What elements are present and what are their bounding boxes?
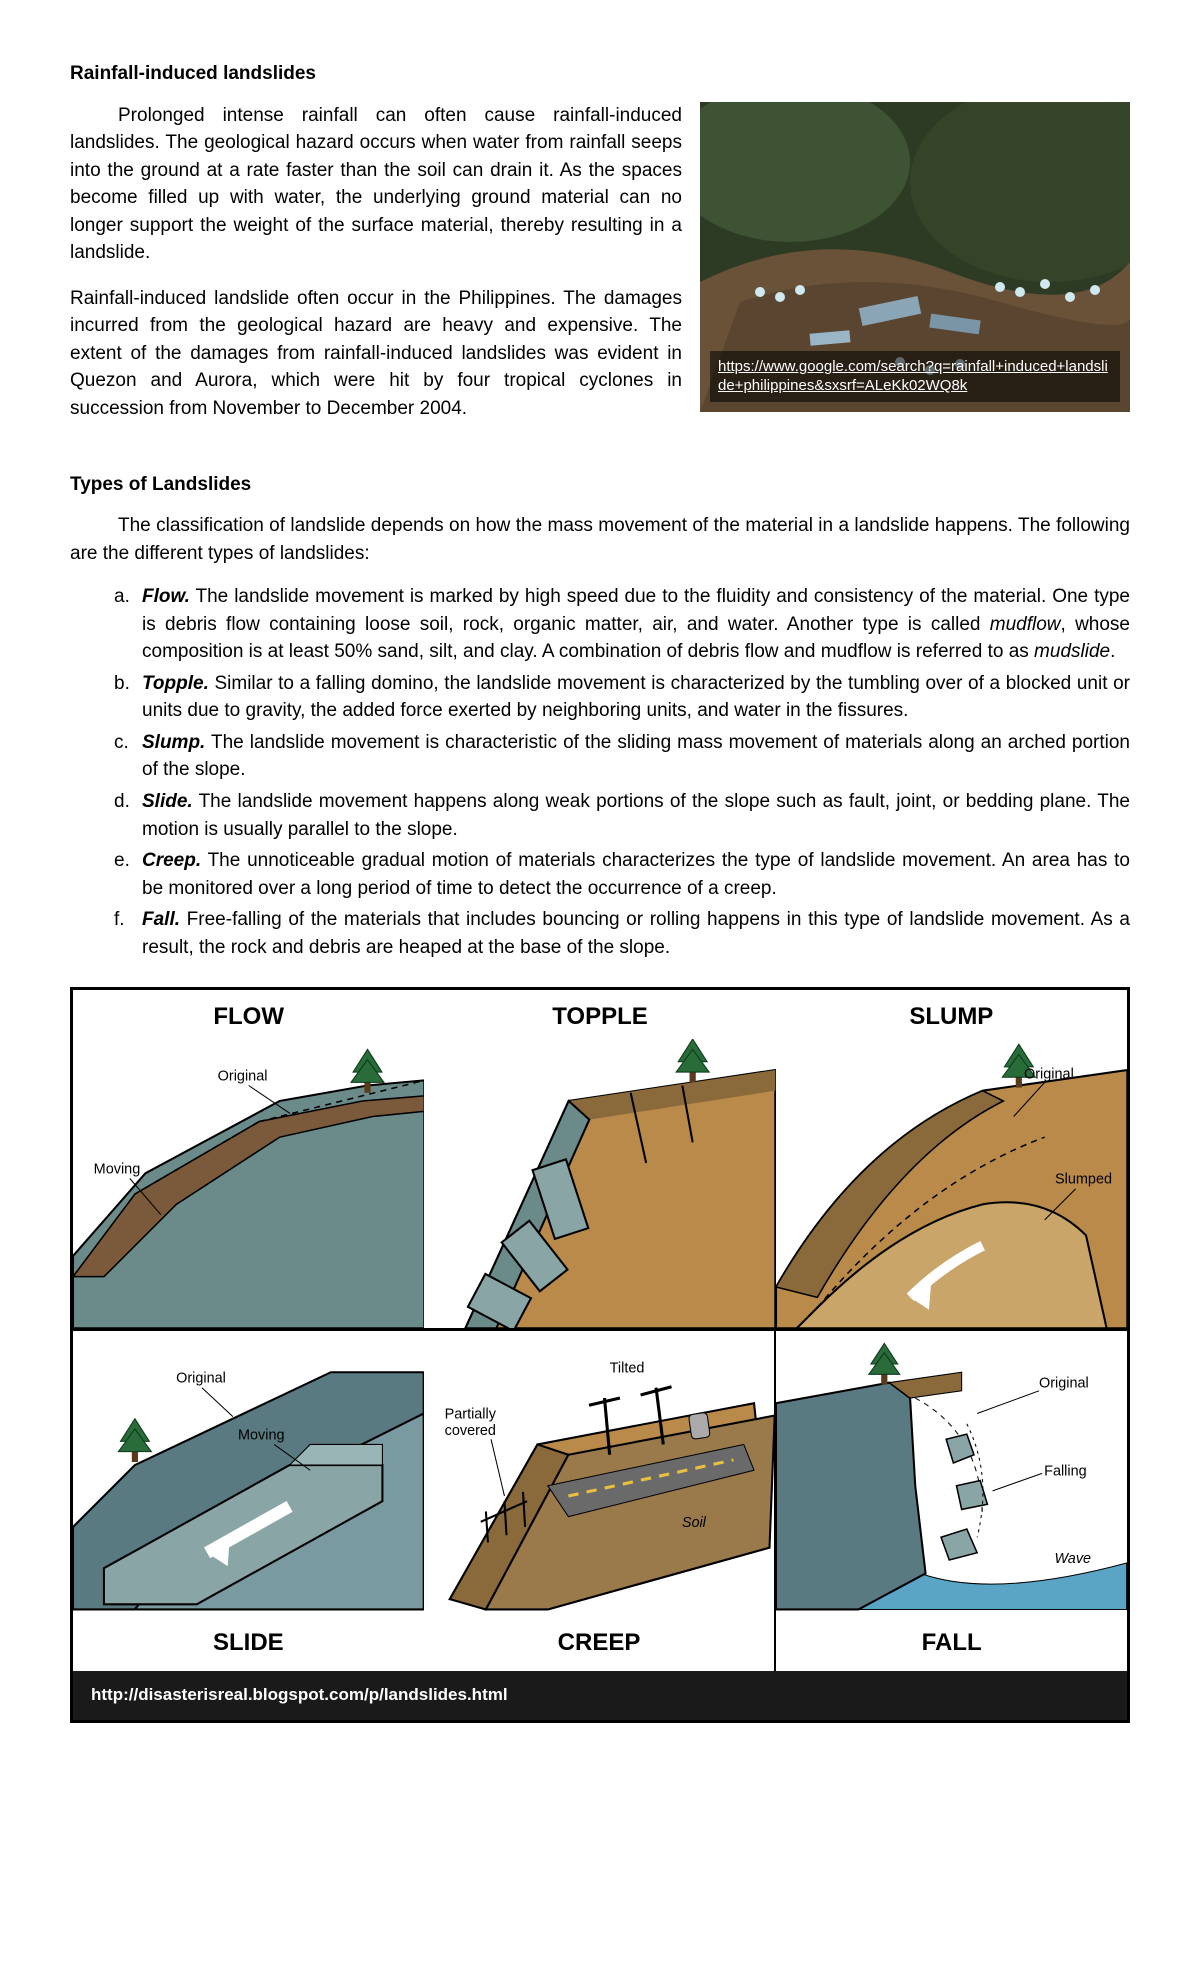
cell-creep: Soil Tilted Partiallycov <box>424 1331 775 1671</box>
body: Free-falling of the materials that inclu… <box>142 909 1130 958</box>
photo-caption-link[interactable]: https://www.google.com/search?q=rainfall… <box>710 351 1120 402</box>
cell-slump: SLUMP Original Slumped <box>776 990 1127 1328</box>
body: The landslide movement is characteristic… <box>142 732 1130 781</box>
list-item: a. Flow. The landslide movement is marke… <box>114 583 1130 666</box>
marker: b. <box>114 670 130 698</box>
landslide-photo: https://www.google.com/search?q=rainfall… <box>700 102 1130 412</box>
cell-fall: Wave Original <box>774 1331 1127 1671</box>
body: The landslide movement happens along wea… <box>142 791 1130 840</box>
marker: e. <box>114 847 130 875</box>
term: Fall. <box>142 909 180 930</box>
diagram-row-bottom: Original Moving SLIDE Soil <box>73 1331 1127 1671</box>
list-item: c. Slump. The landslide movement is char… <box>114 729 1130 784</box>
intro-row: Prolonged intense rainfall can often cau… <box>70 102 1130 441</box>
cell-title: SLUMP <box>776 990 1127 1039</box>
label: Original <box>218 1068 268 1084</box>
heading-rainfall: Rainfall-induced landslides <box>70 60 1130 88</box>
topple-svg <box>424 1039 775 1328</box>
types-intro: The classification of landslide depends … <box>70 512 1130 567</box>
body: . <box>1110 641 1115 662</box>
label: Original <box>1039 1376 1089 1392</box>
slump-svg: Original Slumped <box>776 1039 1127 1328</box>
label: Slumped <box>1055 1172 1112 1188</box>
list-item: b. Topple. Similar to a falling domino, … <box>114 670 1130 725</box>
term: Flow. <box>142 586 190 607</box>
em: mudslide <box>1034 641 1110 662</box>
term: Slide. <box>142 791 193 812</box>
label: Soil <box>682 1515 707 1531</box>
slide-svg: Original Moving <box>73 1331 424 1620</box>
intro-text: Prolonged intense rainfall can often cau… <box>70 102 682 441</box>
cell-topple: TOPPLE <box>424 990 775 1328</box>
label: Tilted <box>609 1361 644 1377</box>
cell-title: CREEP <box>424 1620 775 1671</box>
diagram-row-top: FLOW Original Moving TOPPLE <box>73 990 1127 1331</box>
marker: a. <box>114 583 130 611</box>
list-item: f. Fall. Free-falling of the materials t… <box>114 906 1130 961</box>
label: Wave <box>1055 1551 1092 1567</box>
fall-svg: Wave Original <box>776 1331 1127 1620</box>
heading-types: Types of Landslides <box>70 471 1130 499</box>
term: Slump. <box>142 732 205 753</box>
cell-title: SLIDE <box>73 1620 424 1671</box>
label: Original <box>176 1371 226 1387</box>
diagram-source-link[interactable]: http://disasterisreal.blogspot.com/p/lan… <box>73 1671 1127 1720</box>
flow-svg: Original Moving <box>73 1039 424 1328</box>
marker: c. <box>114 729 129 757</box>
cell-slide: Original Moving SLIDE <box>73 1331 424 1671</box>
list-item: d. Slide. The landslide movement happens… <box>114 788 1130 843</box>
cell-title: FLOW <box>73 990 424 1039</box>
term: Creep. <box>142 850 201 871</box>
types-list: a. Flow. The landslide movement is marke… <box>70 583 1130 961</box>
label: Falling <box>1045 1464 1087 1480</box>
label: Moving <box>238 1428 285 1444</box>
label: Partiallycovered <box>444 1407 496 1440</box>
label: Original <box>1024 1066 1074 1082</box>
body: The landslide movement is marked by high… <box>142 586 1130 635</box>
body: Similar to a falling domino, the landsli… <box>142 673 1130 722</box>
diagram-frame: FLOW Original Moving TOPPLE <box>70 987 1130 1722</box>
list-item: e. Creep. The unnoticeable gradual motio… <box>114 847 1130 902</box>
marker: f. <box>114 906 125 934</box>
cell-flow: FLOW Original Moving <box>73 990 424 1328</box>
photo-box: https://www.google.com/search?q=rainfall… <box>700 102 1130 441</box>
body: The unnoticeable gradual motion of mater… <box>142 850 1130 899</box>
paragraph-1: Prolonged intense rainfall can often cau… <box>70 102 682 267</box>
cell-title: TOPPLE <box>424 990 775 1039</box>
creep-svg: Soil Tilted Partiallycov <box>424 1331 775 1620</box>
term: Topple. <box>142 673 209 694</box>
cell-title: FALL <box>776 1620 1127 1671</box>
paragraph-2: Rainfall-induced landslide often occur i… <box>70 285 682 423</box>
em: mudflow <box>990 614 1061 635</box>
label: Moving <box>94 1161 141 1177</box>
marker: d. <box>114 788 130 816</box>
